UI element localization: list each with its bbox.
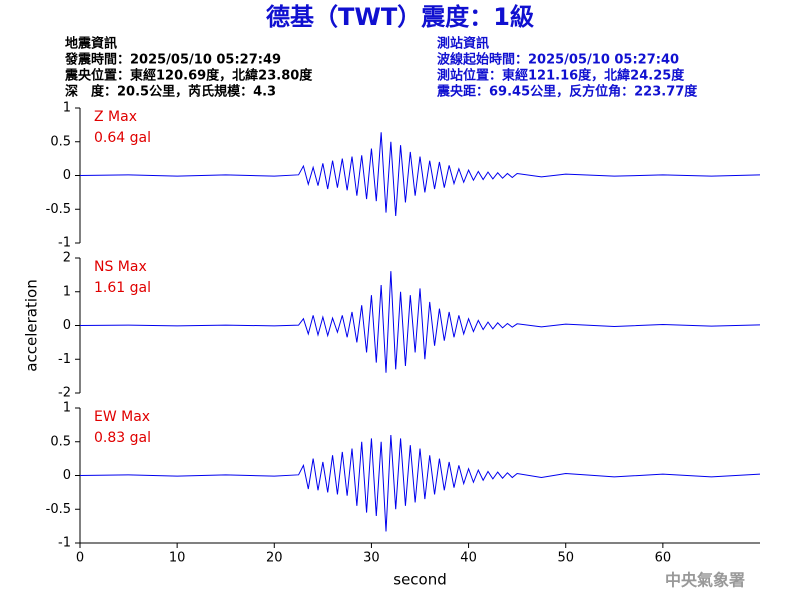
y-tick-label: 1 — [63, 284, 71, 299]
annotation: Z Max — [94, 109, 137, 125]
y-tick-label: -1 — [58, 352, 71, 367]
x-axis-label: second — [393, 571, 447, 589]
x-tick-label: 10 — [169, 551, 186, 566]
annotation: 0.64 gal — [94, 130, 151, 146]
y-tick-label: -1 — [58, 236, 71, 251]
info-line: 測站資訊 — [437, 36, 489, 52]
y-tick-label: -2 — [58, 386, 71, 401]
info-line: 深 度：20.5公里，芮氏規模：4.3 — [65, 84, 276, 100]
chart-title: 德基（TWT）震度：1級 — [266, 3, 534, 31]
y-tick-label: 0 — [63, 168, 71, 183]
info-line: 震央位置：東經120.69度，北緯23.80度 — [64, 68, 313, 84]
y-tick-label: 0.5 — [50, 134, 71, 149]
info-line: 測站位置：東經121.16度，北緯24.25度 — [437, 68, 685, 84]
y-tick-label: 0.5 — [50, 434, 71, 449]
y-tick-label: 1 — [63, 101, 71, 116]
y-tick-label: 2 — [63, 251, 71, 266]
waveform — [79, 132, 761, 217]
info-line: 波線起始時間：2025/05/10 05:27:40 — [437, 52, 679, 68]
info-line: 震央距：69.45公里，反方位角：223.77度 — [436, 84, 698, 100]
y-tick-label: 0 — [63, 468, 71, 483]
y-tick-label: -1 — [58, 536, 71, 551]
x-tick-label: 30 — [363, 551, 380, 566]
annotation: EW Max — [94, 409, 150, 425]
waveform — [79, 434, 761, 532]
y-axis-label: acceleration — [23, 279, 41, 371]
y-tick-label: 1 — [63, 401, 71, 416]
x-tick-label: 50 — [557, 551, 574, 566]
waveform — [79, 271, 761, 373]
x-tick-label: 60 — [655, 551, 672, 566]
y-tick-label: -0.5 — [46, 202, 71, 217]
annotation: NS Max — [94, 259, 147, 275]
watermark: 中央氣象署 — [665, 571, 745, 590]
annotation: 0.83 gal — [94, 430, 151, 446]
y-tick-label: -0.5 — [46, 502, 71, 517]
annotation: 1.61 gal — [94, 280, 151, 296]
y-tick-label: 0 — [63, 318, 71, 333]
x-tick-label: 20 — [266, 551, 283, 566]
x-tick-label: 40 — [460, 551, 477, 566]
info-line: 發震時間：2025/05/10 05:27:49 — [64, 52, 281, 68]
x-tick-label: 0 — [76, 551, 84, 566]
info-line: 地震資訊 — [65, 36, 117, 52]
